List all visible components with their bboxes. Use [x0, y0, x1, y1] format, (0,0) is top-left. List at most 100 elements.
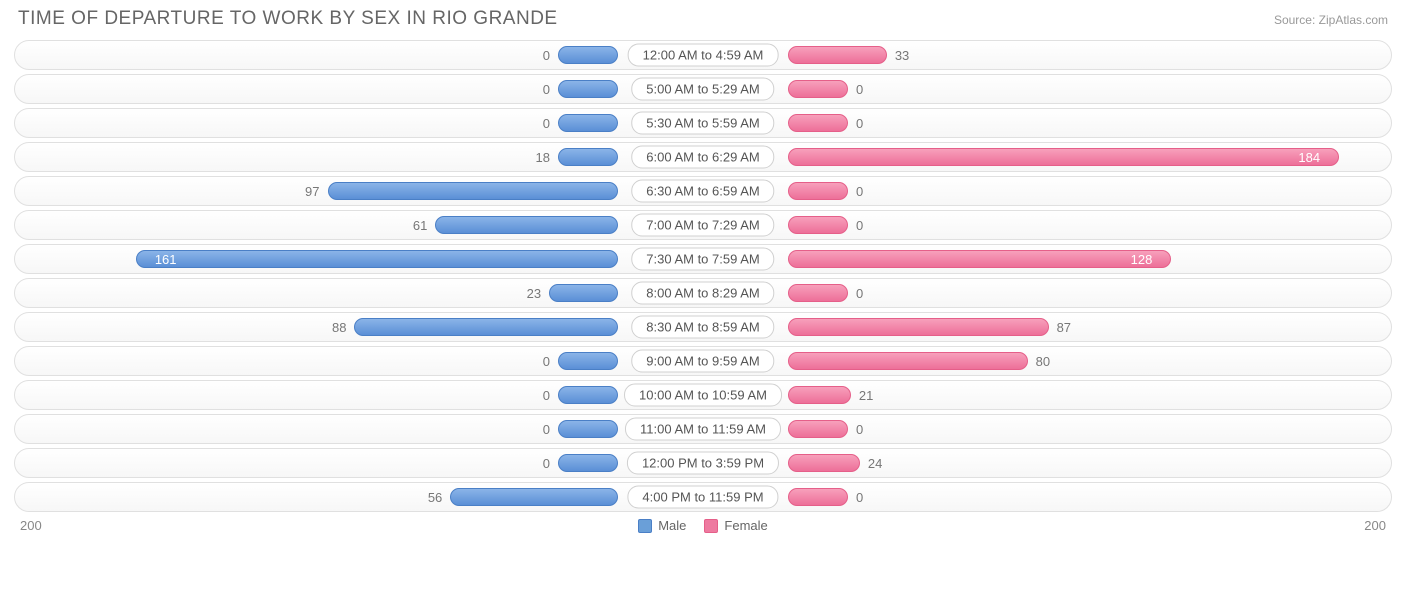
- male-half: 0: [15, 75, 703, 103]
- female-value: 24: [860, 456, 890, 471]
- male-bar-wrap: 0: [535, 352, 618, 370]
- chart-row: 0011:00 AM to 11:59 AM: [14, 414, 1392, 444]
- male-half: 18: [15, 143, 703, 171]
- category-label: 6:00 AM to 6:29 AM: [631, 146, 774, 169]
- female-bar: [788, 420, 848, 438]
- male-bar: [558, 386, 618, 404]
- female-bar-wrap: 24: [788, 454, 890, 472]
- female-bar: [788, 454, 860, 472]
- male-bar: [558, 420, 618, 438]
- chart-row: 6107:00 AM to 7:29 AM: [14, 210, 1392, 240]
- female-swatch-icon: [704, 519, 718, 533]
- female-bar: 184: [788, 148, 1339, 166]
- female-value: 128: [1123, 252, 1161, 267]
- chart-row: 161 128 7:30 AM to 7:59 AM: [14, 244, 1392, 274]
- female-value: 21: [851, 388, 881, 403]
- male-bar: [328, 182, 619, 200]
- male-bar-wrap: 18: [528, 148, 618, 166]
- male-half: 88: [15, 313, 703, 341]
- male-bar: [558, 114, 618, 132]
- female-bar-wrap: 0: [788, 80, 871, 98]
- female-half: 0: [703, 279, 1391, 307]
- female-half: 0: [703, 109, 1391, 137]
- chart-header: TIME OF DEPARTURE TO WORK BY SEX IN RIO …: [14, 8, 1392, 30]
- category-label: 7:30 AM to 7:59 AM: [631, 248, 774, 271]
- legend: Male Female: [638, 518, 768, 533]
- male-half: 23: [15, 279, 703, 307]
- female-value: 0: [848, 82, 871, 97]
- male-bar-wrap: 56: [420, 488, 618, 506]
- male-bar: [450, 488, 618, 506]
- female-bar: [788, 80, 848, 98]
- chart-row: 005:30 AM to 5:59 AM: [14, 108, 1392, 138]
- male-value: 23: [519, 286, 549, 301]
- male-bar-wrap: 0: [535, 114, 618, 132]
- male-half: 0: [15, 415, 703, 443]
- male-bar-wrap: 0: [535, 454, 618, 472]
- female-bar: [788, 386, 851, 404]
- female-bar: [788, 114, 848, 132]
- chart-row: 5604:00 PM to 11:59 PM: [14, 482, 1392, 512]
- male-value: 0: [535, 48, 558, 63]
- female-half: 24: [703, 449, 1391, 477]
- female-half: 0: [703, 177, 1391, 205]
- female-bar-wrap: 33: [788, 46, 917, 64]
- chart-row: 2308:00 AM to 8:29 AM: [14, 278, 1392, 308]
- male-value: 0: [535, 354, 558, 369]
- male-value: 97: [297, 184, 327, 199]
- male-value: 61: [405, 218, 435, 233]
- legend-male: Male: [638, 518, 686, 533]
- chart-row: 02412:00 PM to 3:59 PM: [14, 448, 1392, 478]
- male-value: 56: [420, 490, 450, 505]
- female-bar: 128: [788, 250, 1171, 268]
- male-value: 0: [535, 422, 558, 437]
- male-half: 0: [15, 109, 703, 137]
- category-label: 6:30 AM to 6:59 AM: [631, 180, 774, 203]
- female-bar: [788, 352, 1028, 370]
- legend-female: Female: [704, 518, 767, 533]
- axis-right-max: 200: [1364, 518, 1386, 533]
- male-half: 61: [15, 211, 703, 239]
- chart-row: 0 21 10:00 AM to 10:59 AM: [14, 380, 1392, 410]
- category-label: 5:30 AM to 5:59 AM: [631, 112, 774, 135]
- category-label: 5:00 AM to 5:29 AM: [631, 78, 774, 101]
- male-half: 97: [15, 177, 703, 205]
- category-label: 10:00 AM to 10:59 AM: [624, 384, 782, 407]
- female-value: 0: [848, 286, 871, 301]
- female-value: 80: [1028, 354, 1058, 369]
- female-bar-wrap: 0: [788, 182, 871, 200]
- legend-male-label: Male: [658, 518, 686, 533]
- female-bar: [788, 46, 887, 64]
- female-bar-wrap: 21: [788, 386, 881, 404]
- chart-row: 88878:30 AM to 8:59 AM: [14, 312, 1392, 342]
- female-bar-wrap: 80: [788, 352, 1058, 370]
- male-bar: [435, 216, 618, 234]
- female-half: 0: [703, 211, 1391, 239]
- male-value: 18: [528, 150, 558, 165]
- female-bar-wrap: 128: [788, 250, 1171, 268]
- male-bar: [558, 46, 618, 64]
- male-bar: 161: [136, 250, 618, 268]
- male-bar-wrap: 97: [297, 182, 618, 200]
- female-bar-wrap: 184: [788, 148, 1339, 166]
- male-bar-wrap: 161: [136, 250, 618, 268]
- female-value: 0: [848, 184, 871, 199]
- female-bar: [788, 284, 848, 302]
- male-bar: [549, 284, 618, 302]
- male-bar-wrap: 61: [405, 216, 618, 234]
- female-bar: [788, 216, 848, 234]
- category-label: 12:00 AM to 4:59 AM: [628, 44, 779, 67]
- female-value: 0: [848, 422, 871, 437]
- male-half: 161: [15, 245, 703, 273]
- female-bar-wrap: 0: [788, 420, 871, 438]
- axis-left-max: 200: [20, 518, 42, 533]
- male-half: 56: [15, 483, 703, 511]
- male-half: 0: [15, 381, 703, 409]
- female-half: 128: [703, 245, 1391, 273]
- female-value: 33: [887, 48, 917, 63]
- male-bar: [558, 80, 618, 98]
- male-swatch-icon: [638, 519, 652, 533]
- female-bar: [788, 318, 1049, 336]
- female-half: 0: [703, 483, 1391, 511]
- male-bar: [558, 454, 618, 472]
